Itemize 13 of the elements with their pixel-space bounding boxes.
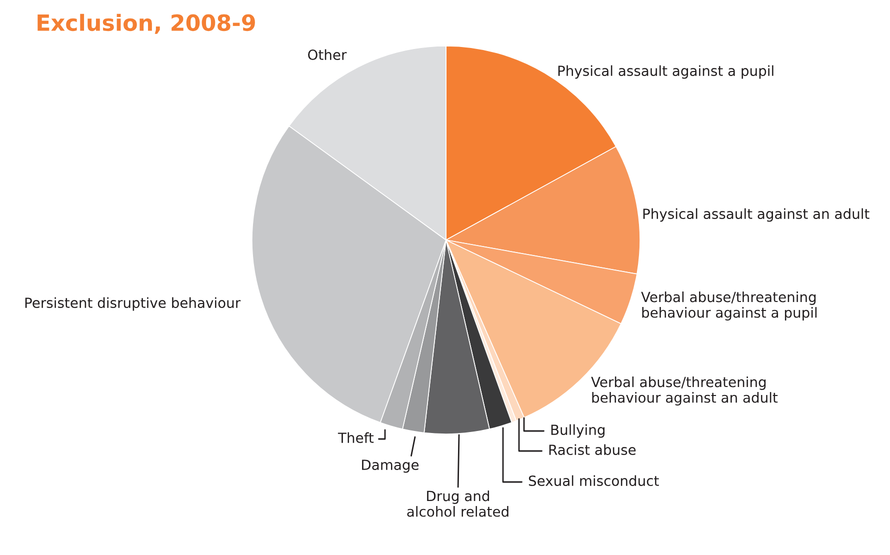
slice-label: Verbal abuse/threatening behaviour against a pupil (641, 292, 817, 320)
slice-label: Bullying (551, 424, 604, 438)
slice-label: Physical assault against a pupil (558, 65, 774, 79)
chart-title: Exclusion, 2008-9 (38, 14, 255, 34)
slice-label: Racist abuse (549, 444, 636, 456)
slice-label: Other (308, 49, 347, 60)
slice-label: Sexual misconduct (528, 475, 659, 486)
slice-label: Physical assault against an adult (643, 208, 870, 222)
slice-label: Damage (362, 460, 419, 473)
slice-label: Drug and alcohol related (407, 490, 508, 517)
slice-label: Theft (338, 432, 374, 444)
slice-label: Verbal abuse/threatening behaviour against an adult (591, 376, 778, 406)
slice-label: Persistent disruptive behaviour (25, 297, 241, 311)
